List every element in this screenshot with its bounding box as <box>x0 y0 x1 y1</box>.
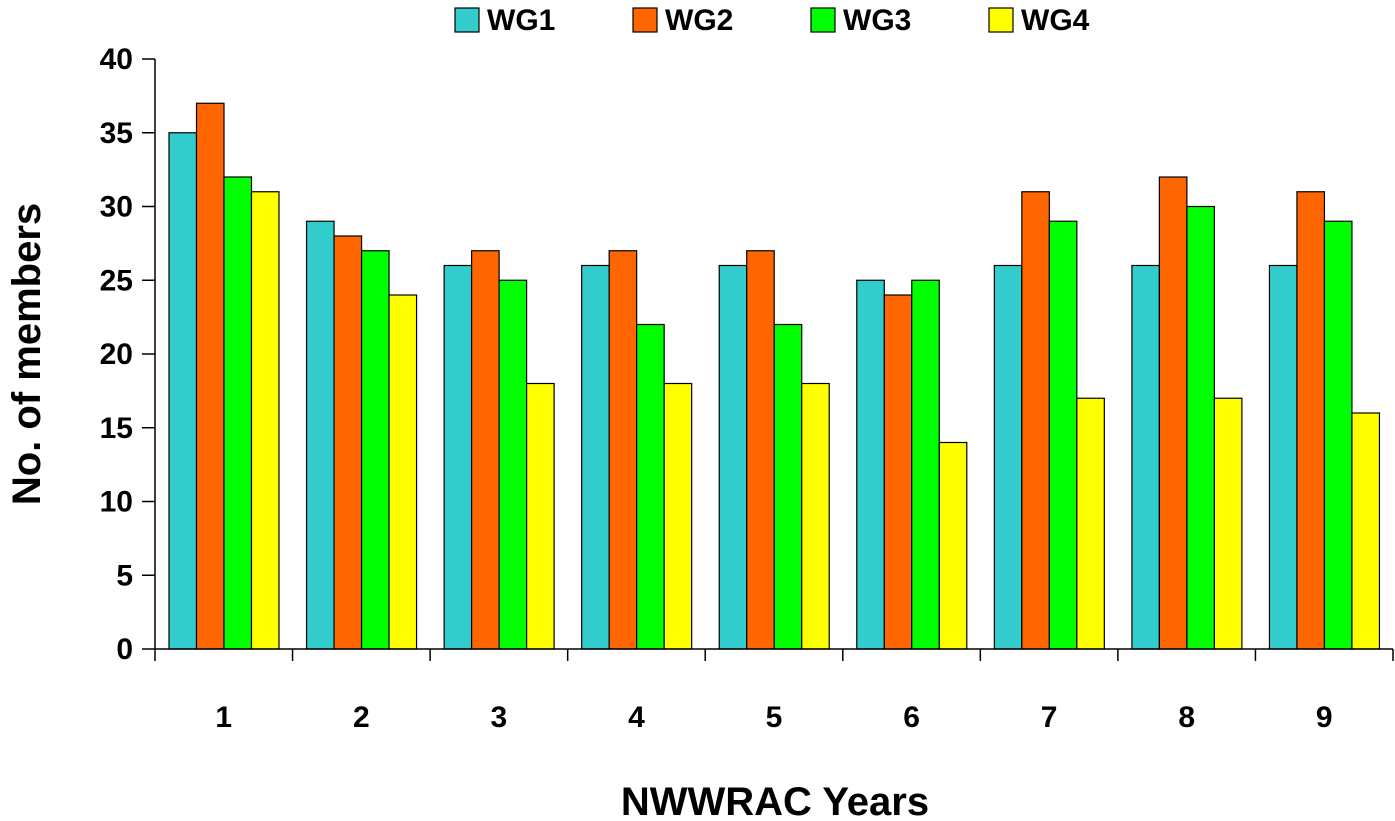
bar-wg1-year-3 <box>443 264 473 650</box>
bar-wg1-year-8 <box>1131 264 1160 650</box>
bar-wg3-year-6 <box>911 279 940 650</box>
x-tick-label: 1 <box>215 701 232 734</box>
plot-area <box>168 102 1381 650</box>
legend-label-wg1: WG1 <box>487 4 555 37</box>
x-tick-label: 9 <box>1316 701 1333 734</box>
bar-wg3-year-1 <box>223 176 253 650</box>
y-tick-label: 20 <box>100 338 133 371</box>
legend: WG1 WG2 WG3 WG4 <box>454 4 1090 37</box>
legend-label-wg2: WG2 <box>665 4 733 37</box>
y-tick-label: 5 <box>116 559 133 592</box>
y-tick-label: 10 <box>100 486 133 519</box>
bar-wg3-year-3 <box>498 279 528 650</box>
bar-wg2-year-5 <box>746 250 775 650</box>
bar-wg2-year-6 <box>883 294 913 650</box>
bar-wg4-year-3 <box>526 382 555 650</box>
bar-wg1-year-2 <box>305 220 335 650</box>
bar-wg1-year-1 <box>168 132 198 650</box>
y-tick-label: 35 <box>100 117 133 150</box>
bar-wg1-year-4 <box>581 264 610 650</box>
bar-wg2-year-8 <box>1158 176 1188 650</box>
x-axis-title: NWWRAC Years <box>621 780 929 821</box>
y-axis-title: No. of members <box>5 203 49 505</box>
bar-wg3-year-7 <box>1048 220 1078 650</box>
x-tick-label: 2 <box>353 701 370 734</box>
bar-wg4-year-1 <box>250 191 280 650</box>
x-tick-label: 6 <box>903 701 920 734</box>
bar-wg4-year-7 <box>1076 397 1105 650</box>
y-tick-label: 40 <box>100 43 133 76</box>
legend-label-wg4: WG4 <box>1021 4 1090 37</box>
bar-wg1-year-7 <box>993 264 1023 650</box>
bar-wg1-year-6 <box>856 279 885 650</box>
legend-swatch-wg2 <box>632 7 658 33</box>
bar-wg4-year-6 <box>938 441 968 650</box>
bar-wg3-year-4 <box>636 323 665 650</box>
bar-wg2-year-4 <box>608 250 638 650</box>
x-axis-ticks: 1 2 3 4 5 6 7 8 9 <box>154 649 1394 734</box>
bar-wg2-year-7 <box>1021 191 1050 650</box>
x-tick-label: 5 <box>766 701 783 734</box>
y-tick-label: 25 <box>100 264 133 297</box>
bar-wg4-year-9 <box>1351 412 1381 650</box>
legend-swatch-wg4 <box>988 7 1014 33</box>
bar-wg2-year-9 <box>1296 191 1326 650</box>
x-tick-label: 3 <box>491 701 508 734</box>
x-tick-label: 7 <box>1041 701 1058 734</box>
x-tick-label: 8 <box>1178 701 1195 734</box>
x-tick-label: 4 <box>628 701 645 734</box>
bar-wg3-year-9 <box>1323 220 1353 650</box>
bar-wg4-year-4 <box>663 382 693 650</box>
y-tick-label: 0 <box>116 633 133 666</box>
bar-wg4-year-2 <box>388 294 418 650</box>
bar-wg3-year-8 <box>1186 205 1215 650</box>
bar-wg2-year-1 <box>195 102 225 650</box>
y-tick-label: 30 <box>100 191 133 224</box>
bar-wg2-year-2 <box>333 235 363 650</box>
y-axis-ticks: 0 5 10 15 20 25 30 35 40 <box>100 43 155 666</box>
legend-label-wg3: WG3 <box>843 4 911 37</box>
bar-wg3-year-2 <box>360 250 390 650</box>
bar-wg1-year-9 <box>1268 264 1298 650</box>
y-tick-label: 15 <box>100 412 133 445</box>
bar-wg2-year-3 <box>471 250 500 650</box>
legend-swatch-wg1 <box>454 7 480 33</box>
bar-wg4-year-8 <box>1213 397 1243 650</box>
bar-wg3-year-5 <box>773 323 803 650</box>
bar-wg1-year-5 <box>718 264 748 650</box>
bar-wg4-year-5 <box>801 382 830 650</box>
legend-swatch-wg3 <box>810 7 836 33</box>
